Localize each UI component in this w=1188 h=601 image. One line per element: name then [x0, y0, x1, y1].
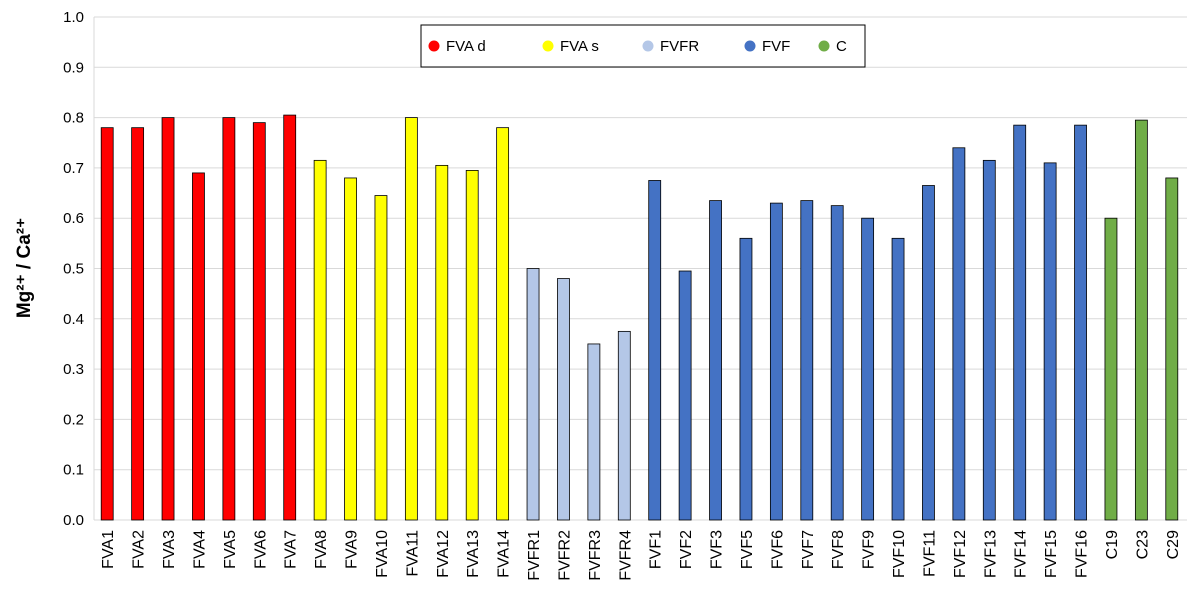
x-tick-label: FVFR3	[587, 530, 604, 581]
bar	[617, 330, 631, 521]
y-axis-label: Mg²⁺ / Ca²⁺	[14, 218, 35, 318]
bar	[526, 268, 540, 521]
x-tick-label: FVFR1	[526, 530, 543, 581]
x-tick-label: FVFR4	[617, 530, 634, 581]
bar	[1104, 217, 1118, 521]
legend-marker	[744, 40, 756, 52]
bar	[344, 177, 357, 521]
legend-marker	[818, 40, 830, 52]
bar	[131, 127, 145, 521]
x-tick-label: FVA3	[161, 530, 178, 569]
bar	[1134, 119, 1148, 521]
y-tick-label: 0.1	[63, 462, 84, 479]
x-tick-label: FVA12	[435, 530, 452, 578]
bar	[161, 117, 175, 521]
bar	[891, 237, 905, 521]
bar	[709, 200, 722, 521]
bar	[1013, 124, 1027, 521]
legend-marker	[542, 40, 554, 52]
x-tick-label: FVF10	[891, 530, 908, 578]
bar	[404, 117, 418, 521]
x-tick-label: FVA6	[252, 530, 269, 569]
bar	[678, 270, 692, 521]
x-tick-label: FVF16	[1074, 530, 1091, 578]
bar	[496, 127, 510, 521]
y-tick-label: 0.4	[63, 311, 84, 328]
x-tick-label: FVFR2	[556, 530, 573, 581]
bar	[374, 195, 388, 521]
x-tick-label: FVA1	[100, 530, 117, 569]
bar	[465, 170, 479, 521]
x-tick-label: FVA13	[465, 530, 482, 578]
bar	[861, 217, 875, 521]
bar	[435, 164, 449, 521]
legend-label: C	[836, 38, 847, 55]
bar	[739, 237, 753, 521]
bar	[982, 159, 996, 521]
legend-label: FVFR	[660, 38, 699, 55]
bar	[648, 180, 662, 521]
x-tick-label: FVF13	[982, 530, 999, 578]
x-tick-label: FVA8	[313, 530, 330, 569]
legend-label: FVA d	[446, 38, 486, 55]
y-tick-label: 0.5	[63, 261, 84, 278]
bar	[100, 127, 114, 521]
x-tick-label: FVA5	[222, 530, 239, 569]
x-tick-label: FVF1	[648, 530, 665, 569]
y-tick-label: 0.9	[63, 59, 84, 76]
x-tick-label: FVF12	[952, 530, 969, 578]
y-tick-label: 0.6	[63, 210, 84, 227]
bar	[252, 122, 266, 521]
x-tick-label: FVF15	[1043, 530, 1060, 578]
bar	[587, 343, 601, 521]
x-tick-label: FVA11	[404, 530, 421, 577]
x-tick-label: FVF7	[800, 530, 817, 569]
x-tick-label: FVA7	[283, 530, 300, 569]
legend-label: FVF	[762, 38, 790, 55]
x-tick-label: FVF2	[678, 530, 695, 569]
legend-label: FVA s	[560, 38, 599, 55]
x-tick-label: FVA9	[344, 530, 361, 569]
x-tick-label: FVF5	[739, 530, 756, 569]
bar	[283, 114, 297, 521]
x-tick-label: FVF3	[709, 530, 726, 569]
bar	[1074, 124, 1087, 521]
y-tick-label: 0.0	[63, 512, 84, 529]
bar	[313, 159, 327, 521]
bar	[192, 172, 205, 521]
bar	[1043, 162, 1057, 521]
legend-marker	[642, 40, 654, 52]
x-tick-label: C23	[1134, 530, 1151, 559]
x-tick-label: FVF9	[861, 530, 878, 569]
legend-marker	[428, 40, 440, 52]
bar	[769, 202, 783, 521]
y-tick-label: 0.8	[63, 110, 84, 127]
bar	[222, 117, 236, 521]
x-tick-label: C19	[1104, 530, 1121, 559]
bar	[1165, 177, 1179, 521]
bar	[830, 205, 844, 521]
x-tick-label: C29	[1165, 530, 1182, 559]
y-tick-label: 0.7	[63, 160, 84, 177]
x-tick-label: FVF8	[830, 530, 847, 569]
bar	[800, 200, 814, 521]
x-tick-label: FVA2	[131, 530, 148, 569]
x-tick-label: FVA4	[191, 530, 208, 569]
y-tick-label: 0.3	[63, 361, 84, 378]
x-tick-label: FVF6	[769, 530, 786, 569]
bar	[952, 147, 966, 521]
y-tick-label: 1.0	[63, 9, 84, 26]
x-tick-label: FVF11	[921, 530, 938, 577]
x-tick-label: FVA14	[496, 530, 513, 578]
x-tick-label: FVF14	[1013, 530, 1030, 578]
bar	[922, 185, 935, 521]
bar	[557, 278, 570, 521]
x-tick-label: FVA10	[374, 530, 391, 578]
y-tick-label: 0.2	[63, 411, 84, 428]
